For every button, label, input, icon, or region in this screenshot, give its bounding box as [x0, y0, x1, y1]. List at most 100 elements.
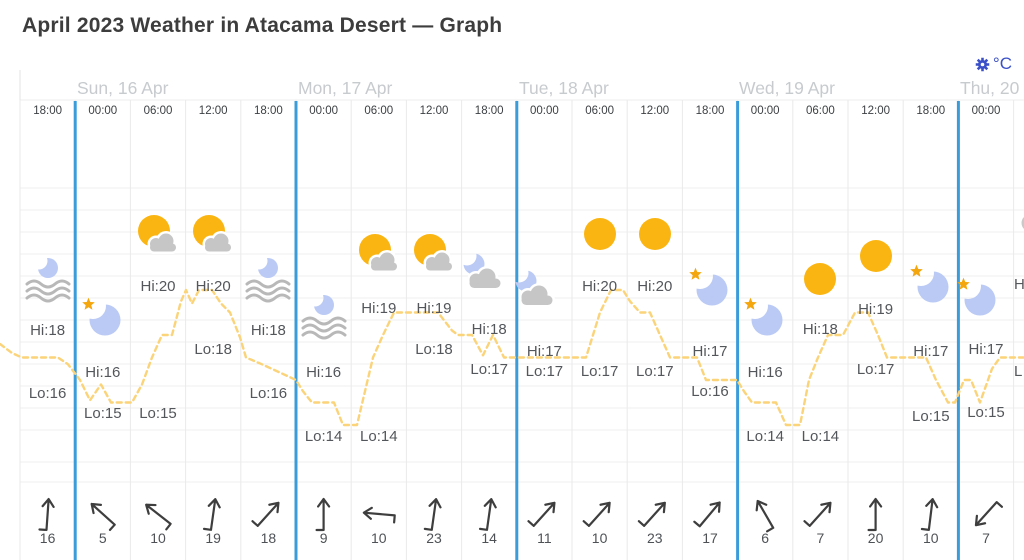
- sunny-icon: [632, 210, 678, 256]
- lo-temp-label: Lo:17: [580, 363, 619, 380]
- wind-speed-label: 16: [39, 530, 56, 546]
- wind-direction-arrow: [145, 503, 172, 531]
- night-clear-icon: [742, 294, 788, 340]
- wind-direction-arrow: [202, 498, 221, 531]
- wind-speed-label: 23: [426, 530, 442, 546]
- hi-temp-label: Hi:16: [85, 364, 121, 381]
- hi-temp-label: Hi:19: [361, 300, 397, 317]
- wind-direction-arrow: [38, 497, 55, 532]
- time-label: 06:00: [364, 105, 394, 117]
- wind-speed-label: 5: [98, 530, 107, 546]
- hi-temp-label: Hi:18: [30, 322, 66, 339]
- lo-temp-label: Lo:15: [912, 408, 950, 425]
- hi-temp-label: Hi:19: [416, 300, 452, 317]
- lo-temp-label: Lo:17: [470, 361, 508, 378]
- wind-speed-label: 10: [923, 530, 939, 546]
- wind-direction-arrow: [527, 501, 556, 527]
- wind-direction-arrow: [423, 498, 442, 531]
- sunny-icon: [797, 255, 843, 301]
- wind-direction-arrow: [920, 498, 939, 531]
- night-cloudy-icon: [459, 251, 505, 297]
- wind-speed-label: 18: [260, 530, 277, 546]
- hi-temp-label: Hi:17: [526, 343, 562, 360]
- time-label: 12:00: [861, 105, 890, 117]
- wind-direction-arrow: [362, 506, 396, 524]
- wind-speed-label: 7: [816, 530, 825, 546]
- lo-temp-label: Lo:14: [360, 428, 398, 445]
- partly-sunny-icon: [190, 213, 236, 259]
- lo-temp-label: Lo:14: [304, 428, 343, 445]
- time-label: 18:00: [254, 105, 283, 117]
- hi-temp-label: Hi:20: [140, 278, 176, 295]
- day-header: Thu, 20: [960, 78, 1020, 98]
- wind-speed-label: 6: [761, 530, 770, 546]
- unit-label: °C: [992, 54, 1012, 73]
- wind-direction-arrow: [315, 497, 331, 532]
- wind-speed-label: 14: [481, 530, 497, 546]
- night-cloudy-icon: [511, 268, 557, 314]
- time-label: 12:00: [640, 105, 670, 117]
- day-header: Sun, 16 Apr: [77, 78, 169, 98]
- lo-temp-label: Lo:17: [525, 363, 564, 380]
- lo-temp-label: Lo:15: [967, 404, 1005, 421]
- lo-temp-label: Lo:15: [84, 405, 122, 422]
- night-fog-icon: [301, 295, 347, 341]
- gear-icon: [975, 57, 990, 72]
- wind-speed-label: 7: [982, 530, 990, 546]
- time-label: 18:00: [695, 105, 725, 117]
- day-header: Wed, 19 Apr: [739, 78, 835, 98]
- night-clear-icon: [687, 264, 733, 310]
- time-label: 18:00: [474, 105, 504, 117]
- time-label: 00:00: [88, 105, 118, 117]
- time-label: 18:00: [916, 105, 946, 117]
- wind-direction-arrow: [803, 501, 832, 527]
- hi-temp-label: Hi:18: [250, 322, 286, 339]
- sunny-icon: [577, 210, 623, 256]
- hi-temp-label: Hi:20: [582, 278, 618, 295]
- wind-speed-label: 10: [371, 530, 387, 546]
- time-label: 00:00: [971, 105, 1001, 117]
- hi-temp-label: Hi:16: [747, 364, 783, 381]
- hi-temp-label: Hi:17: [692, 343, 728, 360]
- lo-temp-label: Lo:16: [249, 385, 288, 402]
- wind-direction-arrow: [582, 501, 611, 527]
- time-label: 00:00: [750, 105, 780, 117]
- lo-temp-label: Lo:15: [139, 405, 177, 422]
- wind-direction-arrow: [755, 499, 775, 533]
- partly-sunny-icon: [356, 232, 402, 278]
- hi-temp-label: Hi:20: [195, 278, 231, 295]
- lo-temp-label: Lo:17: [856, 361, 895, 378]
- lo-temp-label: Lo:16: [28, 385, 67, 402]
- lo-temp-label: Lo:16: [691, 383, 729, 400]
- day-header: Mon, 17 Apr: [298, 78, 393, 98]
- wind-direction-arrow: [251, 501, 280, 527]
- wind-direction-arrow: [478, 498, 497, 531]
- wind-speed-label: 23: [647, 530, 663, 546]
- wind-speed-label: 10: [591, 530, 608, 546]
- time-label: 00:00: [309, 105, 338, 117]
- cloud-partial-icon: [1018, 211, 1024, 257]
- hi-temp-label: Hi:20: [637, 278, 673, 295]
- time-label: 06:00: [143, 105, 173, 117]
- lo-temp-label: L: [1014, 363, 1023, 380]
- wind-speed-label: 17: [702, 530, 718, 546]
- wind-speed-label: 9: [319, 530, 328, 546]
- wind-direction-arrow: [90, 502, 116, 532]
- time-label: 12:00: [198, 105, 228, 117]
- unit-toggle[interactable]: °C: [975, 54, 1012, 74]
- night-fog-icon: [245, 258, 291, 304]
- hi-temp-label: Hi:17: [913, 343, 949, 360]
- lo-temp-label: Lo:14: [801, 428, 840, 445]
- wind-speed-label: 20: [867, 530, 884, 546]
- night-clear-icon: [908, 261, 954, 307]
- sunny-icon: [853, 232, 899, 278]
- hi-temp-label: Hi:17: [968, 341, 1004, 358]
- night-clear-icon: [955, 274, 1001, 320]
- lo-temp-label: Lo:17: [636, 363, 674, 380]
- time-label: 12:00: [419, 105, 449, 117]
- partly-sunny-icon: [411, 232, 457, 278]
- wind-speed-label: 10: [150, 530, 166, 546]
- time-label: 06:00: [806, 105, 835, 117]
